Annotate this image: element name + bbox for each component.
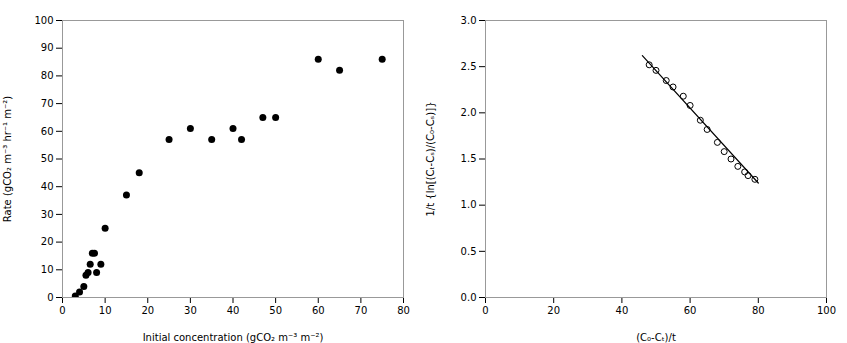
svg-text:10: 10 [41, 264, 54, 275]
svg-text:40: 40 [41, 181, 54, 192]
svg-text:20: 20 [547, 305, 560, 316]
svg-text:1.0: 1.0 [461, 199, 477, 210]
svg-text:10: 10 [99, 305, 112, 316]
svg-text:40: 40 [616, 305, 629, 316]
svg-text:80: 80 [397, 305, 410, 316]
svg-text:0.0: 0.0 [461, 292, 477, 303]
svg-text:100: 100 [34, 15, 53, 26]
svg-text:0: 0 [47, 292, 53, 303]
svg-text:1.5: 1.5 [461, 153, 477, 164]
svg-text:60: 60 [684, 305, 697, 316]
svg-text:80: 80 [752, 305, 765, 316]
svg-text:90: 90 [41, 42, 54, 53]
svg-text:1/t {ln[(Cₜ-Cₛ)/(C₀-Cₛ)]}: 1/t {ln[(Cₜ-Cₛ)/(C₀-Cₛ)]} [425, 101, 436, 216]
svg-text:3.0: 3.0 [461, 15, 477, 26]
svg-text:20: 20 [41, 236, 54, 247]
svg-text:70: 70 [41, 98, 54, 109]
svg-text:30: 30 [41, 209, 54, 220]
svg-text:Rate (gCO₂ m⁻³ hr⁻¹ m⁻²): Rate (gCO₂ m⁻³ hr⁻¹ m⁻²) [2, 96, 13, 223]
svg-text:0.5: 0.5 [461, 246, 477, 257]
svg-text:40: 40 [227, 305, 240, 316]
svg-text:80: 80 [41, 70, 54, 81]
svg-text:50: 50 [41, 153, 54, 164]
svg-text:0: 0 [482, 305, 488, 316]
svg-text:60: 60 [312, 305, 325, 316]
svg-text:(C₀-Cₜ)/t: (C₀-Cₜ)/t [636, 332, 676, 343]
svg-text:30: 30 [184, 305, 197, 316]
svg-text:0: 0 [59, 305, 65, 316]
svg-text:2.5: 2.5 [461, 61, 477, 72]
svg-text:100: 100 [817, 305, 836, 316]
svg-text:50: 50 [269, 305, 282, 316]
svg-text:Initial concentration (gCO₂ m⁻: Initial concentration (gCO₂ m⁻³ m⁻²) [143, 332, 324, 343]
svg-text:60: 60 [41, 126, 54, 137]
svg-text:2.0: 2.0 [461, 107, 477, 118]
svg-text:70: 70 [355, 305, 368, 316]
svg-text:20: 20 [141, 305, 154, 316]
